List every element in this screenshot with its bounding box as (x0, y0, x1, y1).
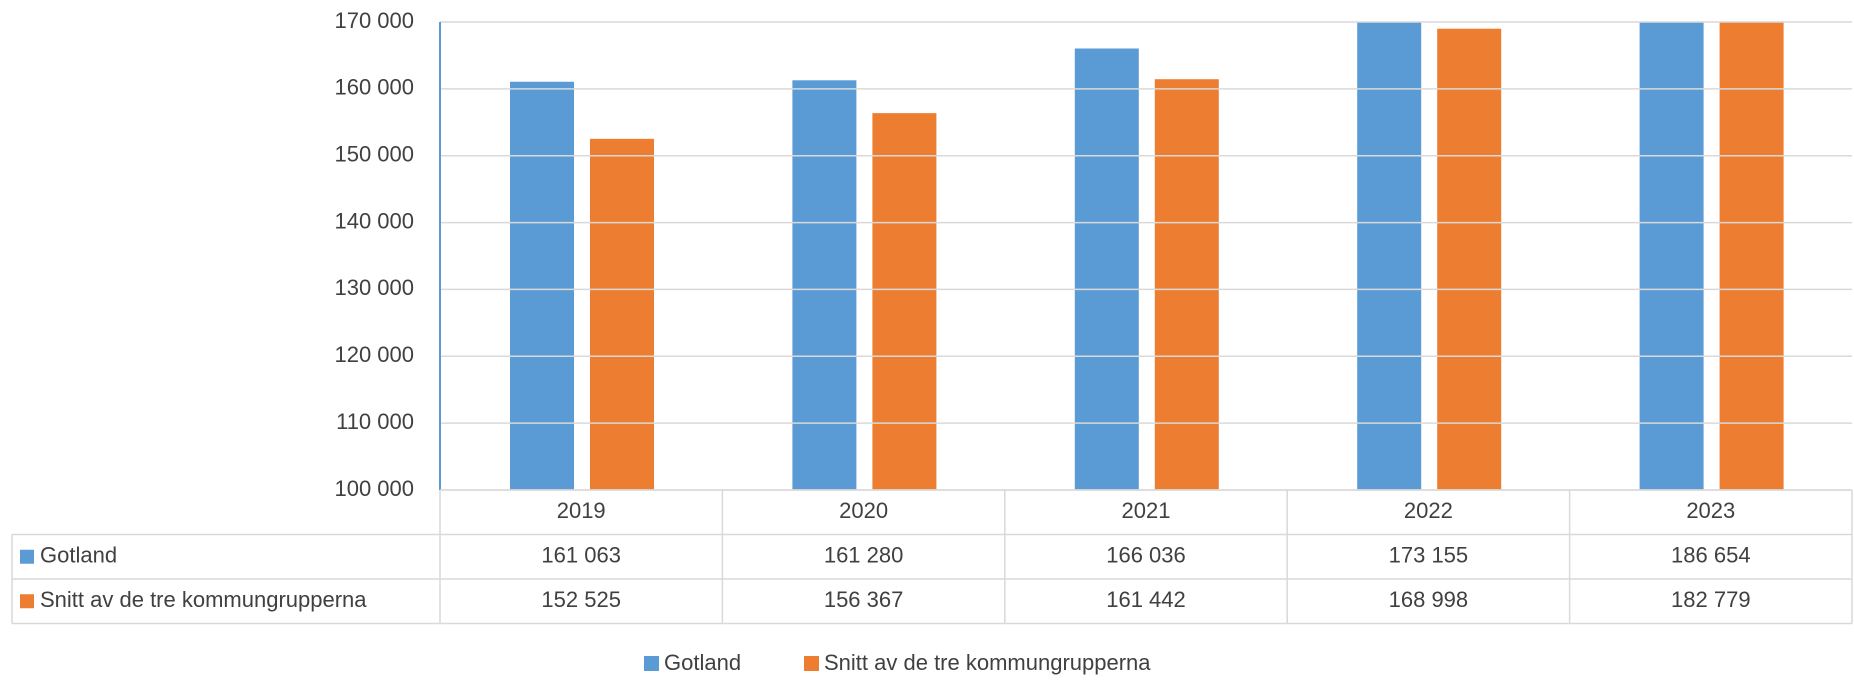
table-value: 156 367 (824, 587, 904, 612)
x-tick-label: 2020 (839, 498, 888, 523)
table-value: 166 036 (1106, 543, 1186, 568)
y-tick-label: 170 000 (334, 8, 414, 33)
y-tick-label: 110 000 (336, 409, 414, 434)
y-tick-label: 160 000 (334, 75, 414, 100)
table-value: 186 654 (1671, 543, 1751, 568)
plot-area (510, 22, 1784, 490)
y-tick-label: 140 000 (334, 208, 414, 233)
y-tick-label: 120 000 (334, 342, 414, 367)
bar (1357, 22, 1422, 490)
bar (1154, 79, 1219, 490)
table-value: 161 442 (1106, 587, 1186, 612)
legend-swatch (804, 656, 819, 671)
bar (1437, 28, 1502, 490)
bar (1639, 22, 1704, 490)
y-tick-label: 130 000 (334, 275, 414, 300)
legend-label: Gotland (664, 650, 741, 675)
table-value: 173 155 (1389, 543, 1469, 568)
table-value: 168 998 (1389, 587, 1469, 612)
legend-swatch (644, 656, 659, 671)
legend-swatch (20, 549, 34, 564)
x-tick-label: 2021 (1122, 498, 1171, 523)
bar (510, 81, 574, 490)
bar (1719, 22, 1784, 490)
table-value: 182 779 (1671, 587, 1751, 612)
legend-label: Snitt av de tre kommungrupperna (824, 650, 1151, 675)
table-value: 161 280 (824, 543, 904, 568)
y-tick-label: 150 000 (334, 142, 414, 167)
x-tick-label: 2019 (557, 498, 606, 523)
bar (590, 138, 654, 490)
x-tick-label: 2023 (1686, 498, 1735, 523)
bar (792, 80, 857, 490)
table-value: 152 525 (541, 587, 621, 612)
y-tick-label: 100 000 (334, 476, 414, 501)
x-tick-label: 2022 (1404, 498, 1453, 523)
table-series-name: Snitt av de tre kommungrupperna (40, 587, 367, 612)
legend-swatch (20, 594, 34, 609)
table-value: 161 063 (541, 543, 621, 568)
bar (1074, 48, 1139, 490)
bar (872, 113, 937, 490)
table-series-name: Gotland (40, 543, 117, 568)
